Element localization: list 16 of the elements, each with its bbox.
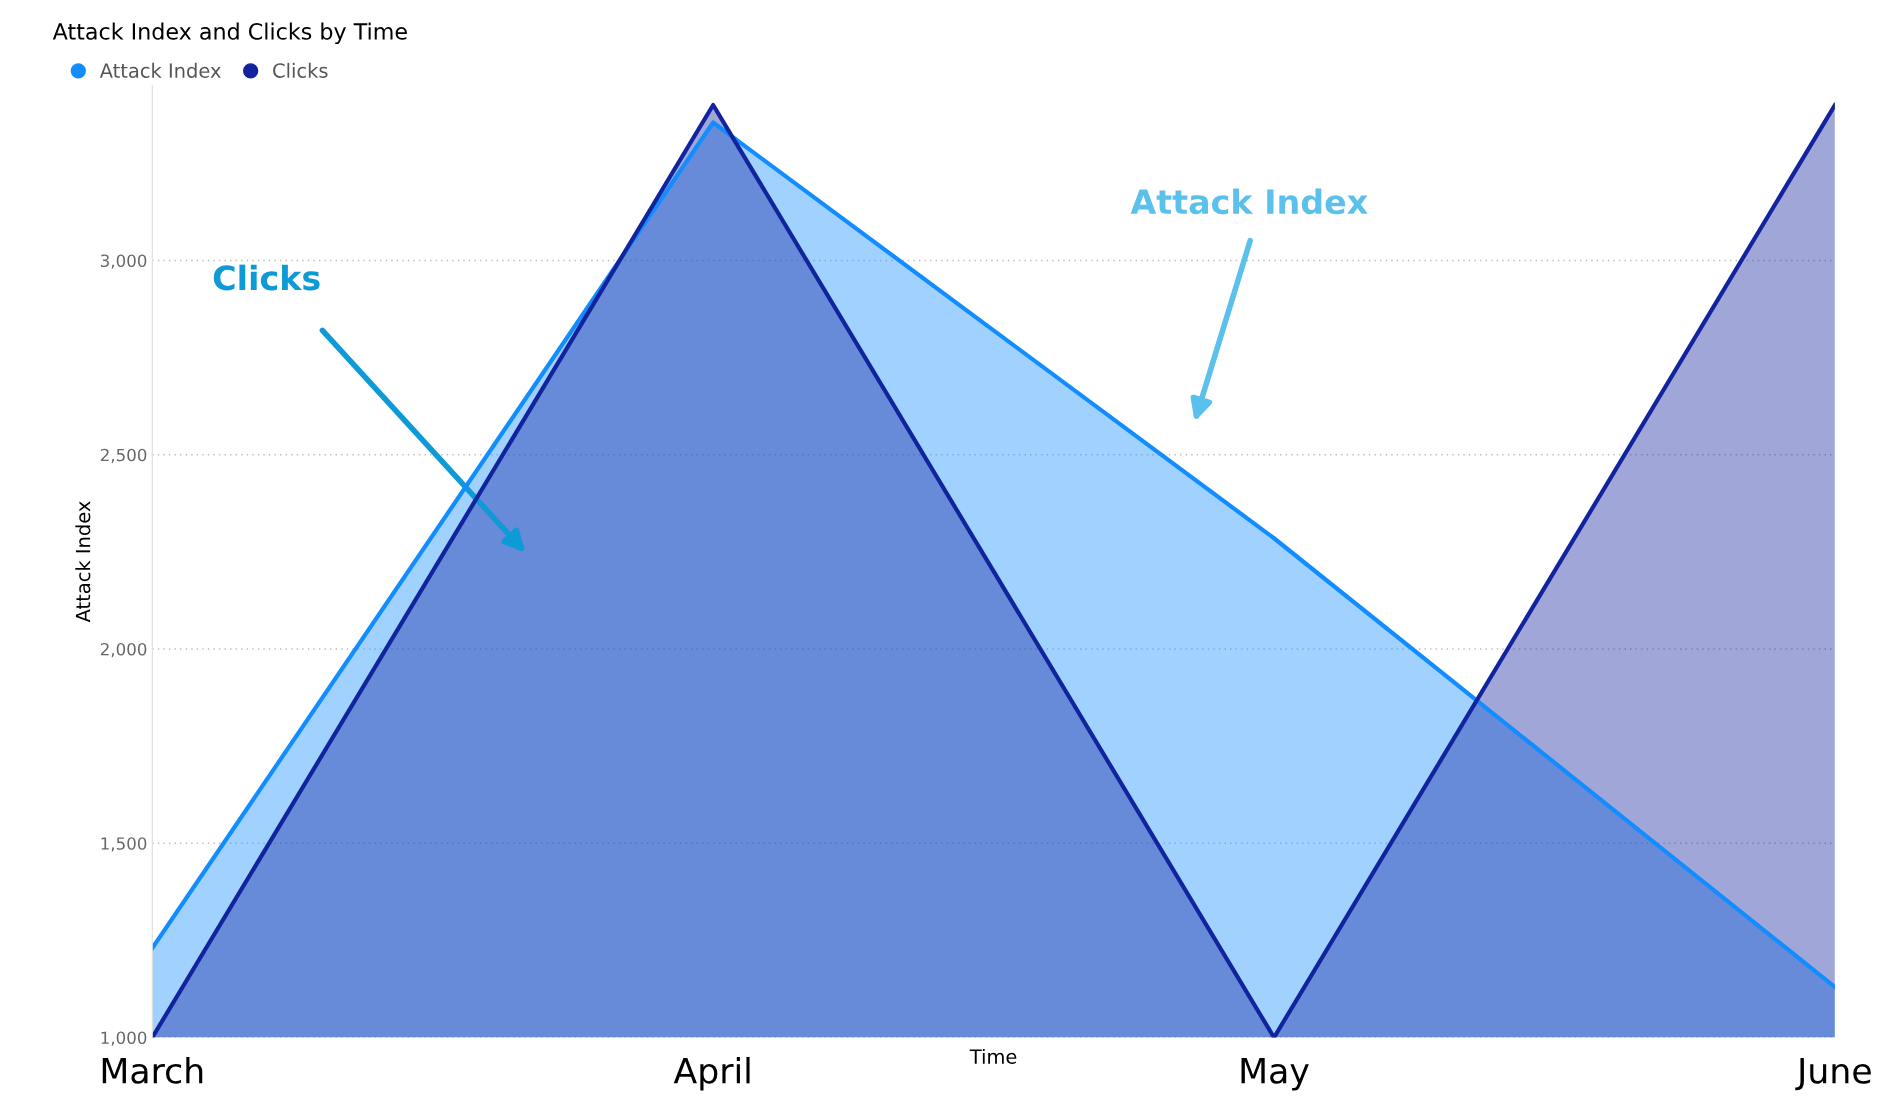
y-tick-label: 1,500 (101, 837, 147, 852)
y-tick-label: 2,000 (100, 642, 147, 658)
x-axis-title: Time (969, 1048, 1017, 1064)
annotation: Attack Index (1130, 188, 1368, 215)
x-tick-label: May (1241, 1058, 1309, 1091)
chart-title: Attack Index and Clicks by Time (52, 22, 407, 45)
x-tick-label: March (102, 1056, 203, 1084)
y-tick-label: 3,000 (100, 254, 147, 269)
x-tick-label: June (1795, 1058, 1871, 1091)
y-axis-title: Attack Index (75, 501, 91, 623)
legend-label: Clicks (273, 62, 328, 78)
legend-label: Attack Index (99, 62, 221, 78)
y-tick-label: 2,500 (100, 448, 147, 463)
annotation: Clicks (213, 264, 320, 291)
x-tick-label: April (673, 1056, 750, 1091)
y-tick-label: 1,000 (101, 1031, 147, 1046)
